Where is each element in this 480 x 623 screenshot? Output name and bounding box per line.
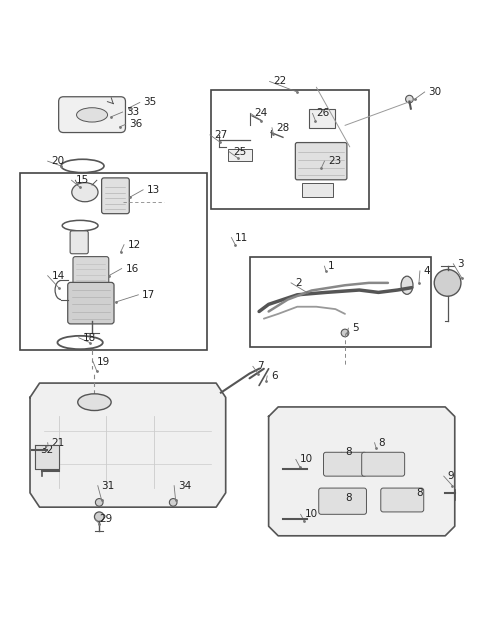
Text: 7: 7: [257, 361, 264, 371]
Circle shape: [406, 95, 413, 103]
Ellipse shape: [78, 394, 111, 411]
Polygon shape: [30, 383, 226, 507]
Polygon shape: [269, 407, 455, 536]
Bar: [21, 173, 206, 350]
Text: 5: 5: [352, 323, 359, 333]
Text: 25: 25: [233, 146, 246, 156]
Text: 8: 8: [417, 488, 423, 498]
Text: 18: 18: [83, 333, 96, 343]
Text: 3: 3: [457, 259, 464, 269]
Text: 22: 22: [274, 77, 287, 87]
Ellipse shape: [401, 276, 413, 294]
Text: 1: 1: [328, 261, 335, 271]
Text: 15: 15: [75, 175, 89, 185]
Circle shape: [95, 512, 104, 521]
Text: 31: 31: [102, 481, 115, 491]
Bar: [302, 183, 333, 197]
Text: 29: 29: [99, 514, 112, 524]
FancyBboxPatch shape: [381, 488, 424, 512]
Text: 10: 10: [304, 510, 318, 520]
Text: 13: 13: [147, 185, 160, 195]
Circle shape: [434, 270, 461, 296]
Text: 8: 8: [378, 438, 385, 448]
Text: 14: 14: [51, 271, 65, 281]
Text: 27: 27: [214, 130, 227, 140]
Text: 16: 16: [125, 264, 139, 273]
Bar: [228, 150, 252, 161]
Bar: [250, 257, 431, 347]
Text: 24: 24: [254, 108, 267, 118]
Text: 17: 17: [142, 290, 156, 300]
Text: 30: 30: [429, 87, 442, 97]
FancyBboxPatch shape: [102, 178, 129, 214]
FancyBboxPatch shape: [324, 452, 366, 476]
Text: 8: 8: [345, 493, 352, 503]
Text: 20: 20: [51, 156, 65, 166]
Text: 19: 19: [97, 356, 110, 366]
FancyBboxPatch shape: [295, 143, 347, 180]
Text: 4: 4: [424, 266, 431, 276]
Ellipse shape: [72, 183, 98, 202]
Text: 34: 34: [178, 481, 191, 491]
Ellipse shape: [76, 108, 108, 122]
Text: 26: 26: [316, 108, 330, 118]
Text: 12: 12: [128, 240, 141, 250]
FancyBboxPatch shape: [70, 231, 88, 254]
Bar: [309, 108, 336, 128]
Text: 28: 28: [276, 123, 289, 133]
Text: 11: 11: [235, 232, 249, 242]
Text: 10: 10: [300, 454, 313, 464]
FancyBboxPatch shape: [73, 257, 109, 285]
Bar: [211, 90, 369, 209]
Text: 6: 6: [271, 371, 277, 381]
Text: 35: 35: [144, 97, 157, 108]
Circle shape: [341, 329, 349, 337]
Text: 36: 36: [129, 120, 143, 130]
FancyBboxPatch shape: [68, 282, 114, 324]
Circle shape: [169, 498, 177, 506]
FancyBboxPatch shape: [362, 452, 405, 476]
Text: 2: 2: [295, 278, 301, 288]
Text: 32: 32: [40, 445, 54, 455]
FancyBboxPatch shape: [59, 97, 125, 133]
Text: 23: 23: [328, 156, 342, 166]
Text: 8: 8: [345, 447, 352, 457]
Text: 33: 33: [126, 107, 140, 117]
Text: 21: 21: [51, 438, 65, 448]
Text: 9: 9: [447, 471, 454, 481]
Polygon shape: [35, 445, 59, 469]
Circle shape: [96, 498, 103, 506]
FancyBboxPatch shape: [319, 488, 366, 515]
